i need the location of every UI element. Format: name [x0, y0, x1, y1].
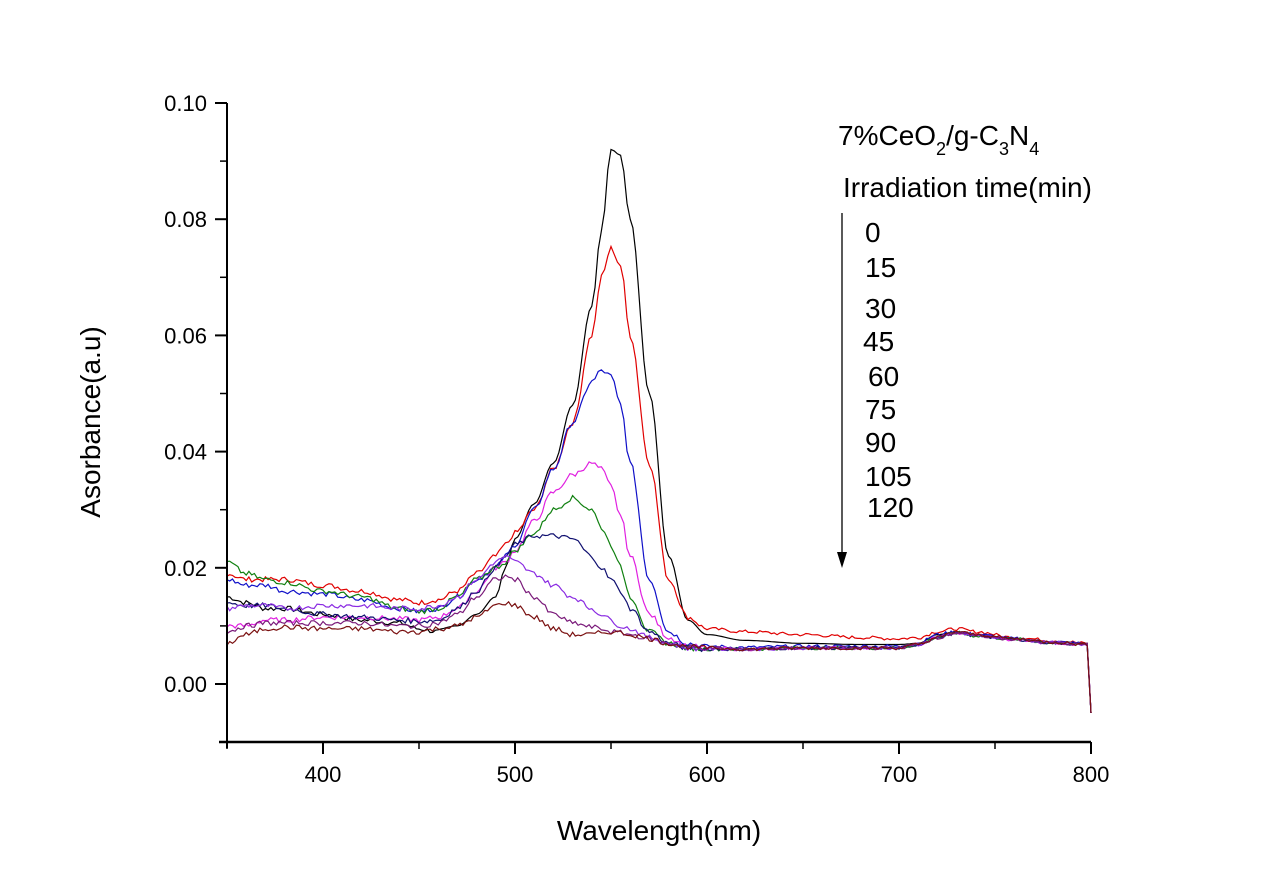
y-tick-label: 0.08 — [164, 207, 207, 232]
x-tick-label: 400 — [305, 762, 342, 787]
plot-area — [226, 148, 1092, 714]
series-line-45-min — [226, 461, 1092, 714]
legend-entry-30: 30 — [865, 293, 896, 324]
legend-entry-0: 0 — [865, 217, 881, 248]
series-line-120-min — [226, 600, 1092, 714]
legend-title: Irradiation time(min) — [843, 172, 1092, 203]
y-tick-label: 0.04 — [164, 440, 207, 465]
y-tick-label: 0.00 — [164, 672, 207, 697]
axes: 0.000.020.040.060.080.10 400 500 600 700 800 — [164, 91, 1109, 787]
legend-entry-120: 120 — [867, 492, 914, 523]
legend-entry-75: 75 — [865, 394, 896, 425]
sample-label: 7%CeO2/g-C3N4 — [838, 120, 1039, 159]
y-axis-title: Asorbance(a.u) — [75, 326, 106, 517]
legend-entry-15: 15 — [865, 252, 896, 283]
y-tick-label: 0.10 — [164, 91, 207, 116]
legend-entry-45: 45 — [863, 326, 894, 357]
series-line-30-min — [226, 369, 1092, 714]
series-line-105-min — [226, 574, 1092, 714]
sample-annotation: 7%CeO2/g-C3N4 Irradiation time(min) — [838, 120, 1092, 203]
arrow-down-icon — [837, 552, 847, 568]
y-ticks: 0.00 0.02 0.04 0.06 0.08 0.10 — [164, 91, 227, 743]
legend-entry-105: 105 — [865, 461, 912, 492]
x-tick-label: 600 — [689, 762, 726, 787]
series-line-60-min — [226, 494, 1092, 714]
x-tick-label: 700 — [881, 762, 918, 787]
legend-entry-60: 60 — [868, 361, 899, 392]
x-ticks: 400 500 600 700 800 — [226, 742, 1110, 787]
x-tick-label: 800 — [1073, 762, 1110, 787]
y-tick-label: 0.06 — [164, 323, 207, 348]
series-line-15-min — [226, 244, 1092, 714]
y-tick-label: 0.02 — [164, 556, 207, 581]
x-tick-label: 500 — [497, 762, 534, 787]
x-axis-title: Wavelength(nm) — [557, 815, 761, 846]
legend-entry-90: 90 — [865, 427, 896, 458]
